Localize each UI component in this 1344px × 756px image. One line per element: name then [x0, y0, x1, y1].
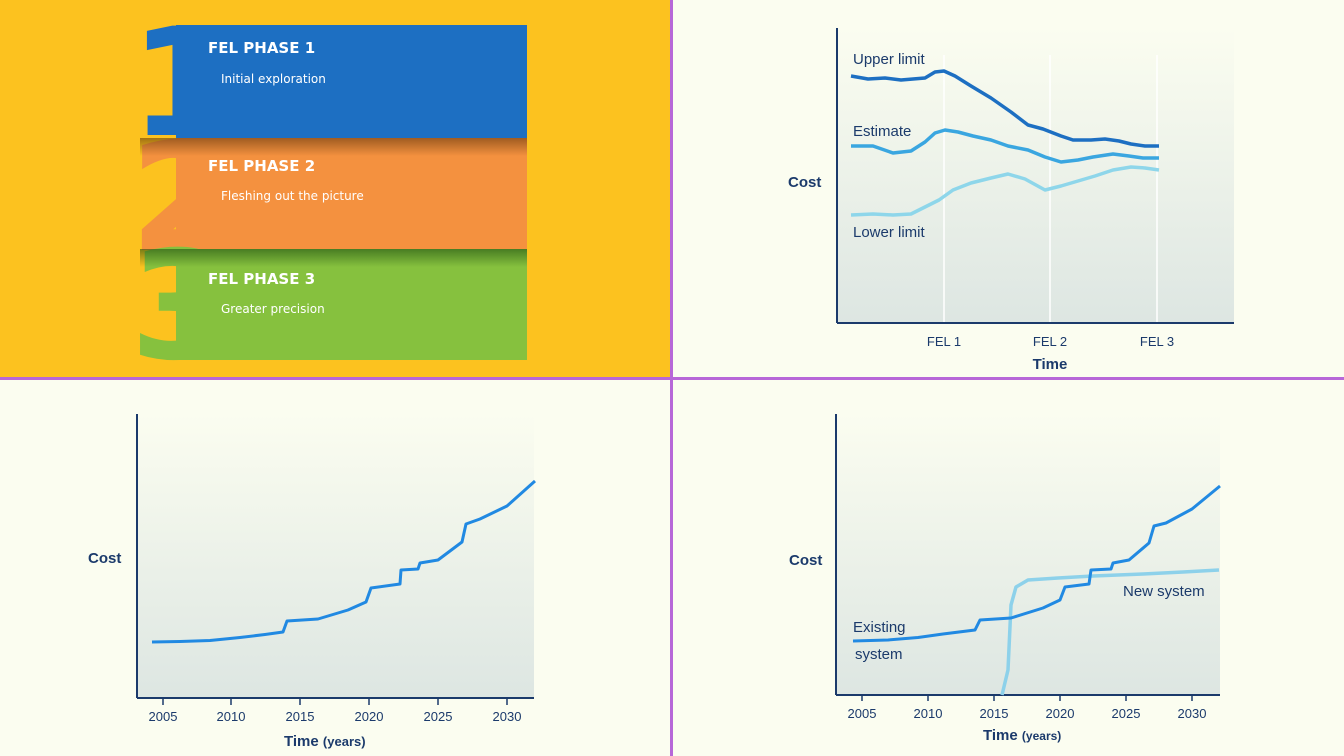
- x-tick-label: 2030: [1178, 706, 1207, 721]
- phase-2-title: FEL PHASE 2: [208, 157, 315, 175]
- x-tick-label: FEL 1: [927, 334, 961, 349]
- phase-3-subtitle: Greater precision: [221, 302, 325, 316]
- estimate-accuracy-panel: Upper limit Estimate Lower limit Cost Ti…: [673, 0, 1344, 377]
- upper-limit-label: Upper limit: [853, 51, 926, 68]
- cost-over-time-panel: Cost 2005 2010 2015 2020 2025 2030 Time …: [0, 380, 670, 756]
- phase-1-subtitle: Initial exploration: [221, 72, 326, 86]
- estimate-accuracy-chart: Upper limit Estimate Lower limit Cost Ti…: [788, 28, 1234, 373]
- y-axis-title: Cost: [789, 552, 822, 569]
- phase-2-shadow: [140, 138, 527, 156]
- x-ticks: [162, 698, 508, 705]
- x-tick-label: 2025: [424, 709, 453, 724]
- phase-3-shadow: [140, 249, 527, 267]
- x-tick-label: 2015: [286, 709, 315, 724]
- phase-3-title: FEL PHASE 3: [208, 270, 315, 288]
- x-axis-title: Time: [1033, 356, 1068, 373]
- x-tick-label: 2005: [149, 709, 178, 724]
- x-tick-label: 2030: [493, 709, 522, 724]
- x-axis-title: Time (years): [983, 727, 1061, 744]
- x-tick-label: FEL 2: [1033, 334, 1067, 349]
- phase-3-banner: 3 FEL PHASE 3 Greater precision: [130, 220, 527, 377]
- new-system-label: New system: [1123, 583, 1205, 600]
- phase-3-band: [176, 249, 527, 360]
- plot-area: [837, 414, 1220, 695]
- x-tick-label: 2010: [914, 706, 943, 721]
- fel-phases-graphic: 1 FEL PHASE 1 Initial exploration 2 FEL …: [130, 0, 527, 377]
- x-tick-label: 2015: [980, 706, 1009, 721]
- phase-2-subtitle: Fleshing out the picture: [221, 189, 364, 203]
- existing-system-label-line2: system: [855, 646, 903, 663]
- horizontal-divider: [0, 377, 1344, 380]
- y-axis-title: Cost: [788, 174, 821, 191]
- existing-system-label: Existing: [853, 619, 906, 636]
- existing-system-line: [852, 484, 1221, 643]
- x-tick-label: 2025: [1112, 706, 1141, 721]
- estimate-line: [851, 128, 1159, 164]
- x-tick-label: 2020: [1046, 706, 1075, 721]
- lower-limit-label: Lower limit: [853, 224, 926, 241]
- phase-2-band: [176, 138, 527, 249]
- phase-1-banner: 1 FEL PHASE 1 Initial exploration: [130, 0, 527, 171]
- x-tick-label: 2010: [217, 709, 246, 724]
- fel-phases-panel: 1 FEL PHASE 1 Initial exploration 2 FEL …: [0, 0, 670, 377]
- x-axis-title: Time (years): [284, 733, 366, 750]
- x-tick-label: 2005: [848, 706, 877, 721]
- system-comparison-chart: Existing system New system Cost 2005 201…: [789, 414, 1221, 744]
- y-axis-title: Cost: [88, 550, 121, 567]
- x-ticks: [861, 695, 1193, 701]
- x-tick-label: 2020: [355, 709, 384, 724]
- x-tick-label: FEL 3: [1140, 334, 1174, 349]
- new-system-line: [1000, 568, 1220, 696]
- plot-area: [138, 414, 534, 698]
- plot-area: [838, 28, 1234, 323]
- cost-line: [151, 479, 536, 644]
- phase-1-title: FEL PHASE 1: [208, 39, 315, 57]
- upper-limit-line: [850, 69, 1159, 148]
- estimate-label: Estimate: [853, 123, 911, 140]
- phase-1-band: [176, 25, 527, 138]
- system-comparison-panel: Existing system New system Cost 2005 201…: [673, 380, 1344, 756]
- lower-limit-line: [850, 165, 1160, 217]
- cost-over-time-chart: Cost 2005 2010 2015 2020 2025 2030 Time …: [88, 414, 536, 750]
